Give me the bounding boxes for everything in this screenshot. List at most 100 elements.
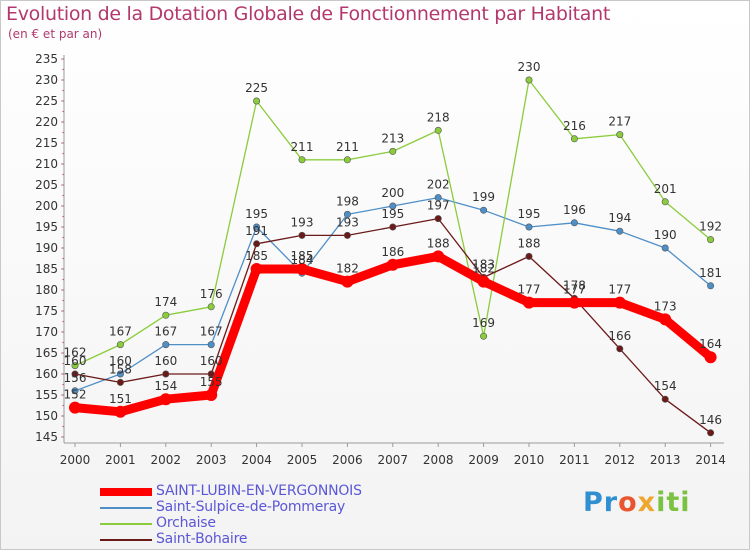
y-minor-tick bbox=[62, 68, 64, 71]
data-label: 167 bbox=[109, 325, 132, 339]
data-label: 217 bbox=[608, 115, 631, 129]
data-point bbox=[343, 156, 351, 164]
data-label: 176 bbox=[200, 287, 223, 301]
x-tick-label: 2014 bbox=[695, 453, 726, 467]
data-point bbox=[159, 393, 172, 406]
legend-item: SAINT-LUBIN-EN-VERGONNOIS bbox=[100, 483, 420, 500]
data-label: 225 bbox=[245, 81, 268, 95]
data-label: 154 bbox=[154, 379, 177, 393]
logo-part: x bbox=[637, 487, 657, 518]
y-tick-label: 150 bbox=[35, 409, 58, 423]
legend-swatch bbox=[100, 539, 152, 541]
data-label: 218 bbox=[427, 110, 450, 124]
data-label: 146 bbox=[699, 413, 722, 427]
y-minor-tick bbox=[62, 310, 64, 312]
data-label: 193 bbox=[291, 215, 314, 229]
data-point bbox=[253, 97, 261, 105]
data-point bbox=[162, 370, 170, 378]
data-point bbox=[253, 223, 261, 231]
data-point bbox=[298, 156, 306, 164]
y-minor-tick bbox=[62, 236, 64, 239]
data-point bbox=[525, 223, 533, 231]
x-tick-label: 2010 bbox=[514, 453, 545, 467]
y-minor-tick bbox=[62, 352, 64, 354]
data-label: 197 bbox=[427, 199, 450, 213]
y-tick-label: 145 bbox=[35, 430, 58, 444]
data-point bbox=[71, 387, 79, 395]
data-label: 169 bbox=[472, 316, 495, 330]
data-point bbox=[477, 275, 490, 288]
y-minor-tick bbox=[62, 79, 64, 81]
data-label: 199 bbox=[472, 190, 495, 204]
y-minor-tick bbox=[62, 205, 64, 207]
y-minor-tick bbox=[62, 331, 64, 333]
data-point bbox=[480, 332, 488, 340]
data-label: 196 bbox=[563, 203, 586, 217]
data-label: 178 bbox=[563, 278, 586, 292]
y-minor-tick bbox=[62, 341, 64, 344]
logo-part: Pr bbox=[583, 487, 619, 518]
y-minor-tick bbox=[62, 362, 64, 365]
x-tick-label: 2011 bbox=[559, 453, 590, 467]
y-tick-label: 185 bbox=[35, 262, 58, 276]
y-minor-tick bbox=[62, 299, 64, 302]
y-minor-tick bbox=[62, 436, 64, 438]
data-label: 177 bbox=[563, 283, 586, 297]
legend-swatch bbox=[100, 507, 152, 509]
y-minor-tick bbox=[62, 373, 64, 375]
y-minor-tick bbox=[62, 226, 64, 228]
data-label: 181 bbox=[699, 266, 722, 280]
y-minor-tick bbox=[62, 415, 64, 417]
x-tick-label: 2008 bbox=[423, 453, 454, 467]
data-point bbox=[71, 362, 79, 370]
data-label: 177 bbox=[608, 283, 631, 297]
y-minor-tick bbox=[62, 194, 64, 197]
data-label: 230 bbox=[518, 60, 541, 74]
data-label: 167 bbox=[154, 325, 177, 339]
data-point bbox=[616, 131, 624, 139]
data-point bbox=[207, 341, 215, 349]
data-label: 202 bbox=[427, 178, 450, 192]
y-tick-label: 165 bbox=[35, 346, 58, 360]
y-minor-tick bbox=[62, 425, 64, 428]
data-label: 188 bbox=[518, 236, 541, 250]
y-minor-tick bbox=[62, 110, 64, 113]
x-tick-label: 2001 bbox=[105, 453, 136, 467]
y-minor-tick bbox=[62, 278, 64, 281]
y-minor-tick bbox=[62, 404, 64, 407]
data-label: 160 bbox=[154, 354, 177, 368]
data-point bbox=[434, 126, 442, 134]
data-point bbox=[616, 345, 624, 353]
data-point bbox=[480, 206, 488, 214]
legend-label: Orchaise bbox=[156, 515, 216, 531]
y-minor-tick bbox=[62, 247, 64, 249]
data-label: 151 bbox=[109, 392, 132, 406]
data-point bbox=[707, 236, 715, 244]
chart-subtitle: (en € et par an) bbox=[8, 27, 103, 41]
logo-part: o bbox=[618, 487, 638, 518]
y-tick-label: 190 bbox=[35, 241, 58, 255]
data-point bbox=[343, 231, 351, 239]
data-point bbox=[568, 296, 581, 309]
x-tick-label: 2013 bbox=[650, 453, 681, 467]
data-point bbox=[71, 370, 79, 378]
data-point bbox=[341, 275, 354, 288]
y-minor-tick bbox=[62, 100, 64, 102]
data-point bbox=[659, 313, 672, 326]
y-minor-tick bbox=[62, 257, 64, 260]
data-label: 211 bbox=[291, 140, 314, 154]
chart-title: Evolution de la Dotation Globale de Fonc… bbox=[6, 3, 611, 25]
data-label: 188 bbox=[427, 236, 450, 250]
y-tick-label: 160 bbox=[35, 367, 58, 381]
data-label: 194 bbox=[608, 211, 631, 225]
data-label: 174 bbox=[154, 295, 177, 309]
legend-swatch bbox=[100, 488, 152, 496]
data-label: 156 bbox=[64, 371, 87, 385]
y-minor-tick bbox=[62, 163, 64, 165]
data-point bbox=[116, 378, 124, 386]
data-point bbox=[389, 202, 397, 210]
data-label: 160 bbox=[200, 354, 223, 368]
x-tick-label: 2000 bbox=[60, 453, 91, 467]
data-point bbox=[162, 341, 170, 349]
